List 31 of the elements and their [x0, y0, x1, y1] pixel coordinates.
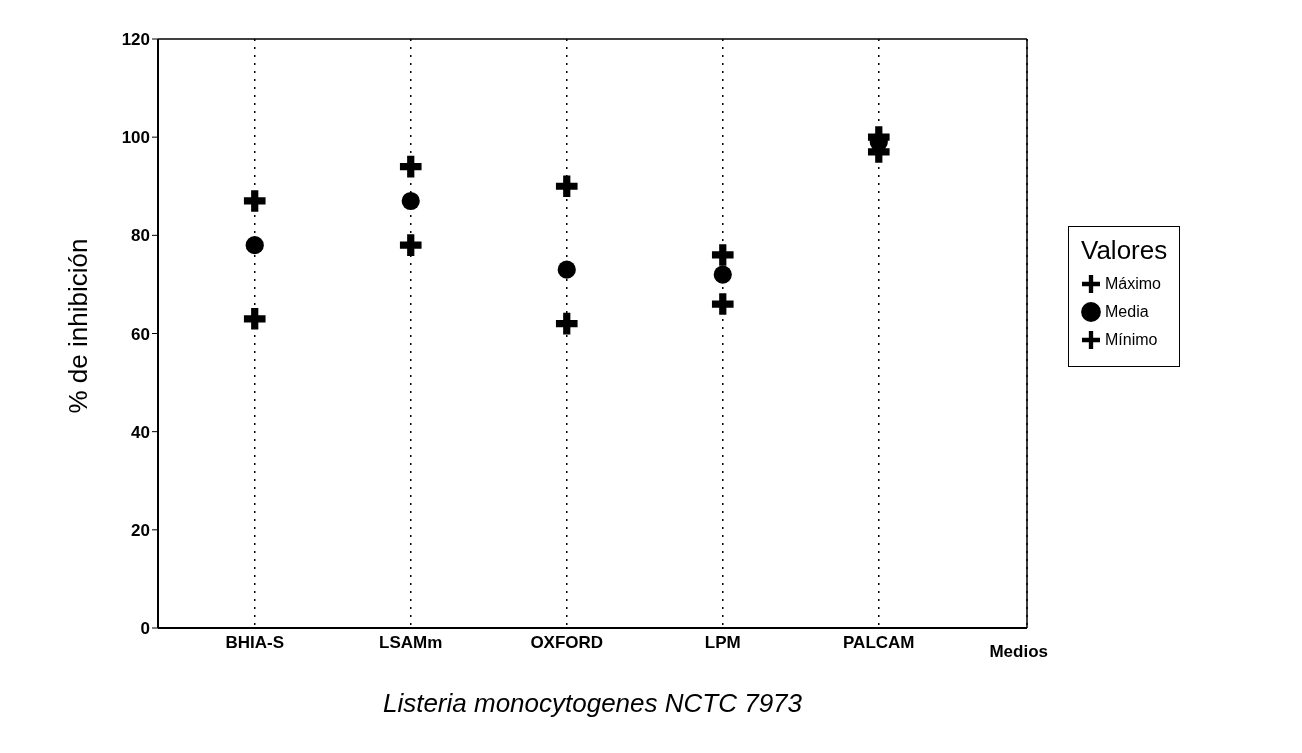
- x-axis-title: Listeria monocytogenes NCTC 7973: [382, 688, 803, 719]
- y-tick-label: 0: [140, 619, 150, 639]
- point: [555, 175, 578, 198]
- y-axis-title: % de inhibición: [63, 238, 94, 414]
- y-tick-label: 100: [121, 128, 150, 148]
- point: [399, 234, 422, 256]
- y-tick-label: 20: [131, 520, 150, 540]
- text: Medios: [989, 642, 1048, 662]
- y-tick-label: 60: [131, 324, 150, 344]
- point: [713, 265, 732, 284]
- legend-label: Máximo: [1105, 275, 1162, 293]
- point: [243, 307, 266, 330]
- x-tick-label: OXFORD: [530, 633, 604, 653]
- x-tick-label: LSAMm: [379, 633, 443, 653]
- point: [711, 293, 734, 315]
- point: [555, 312, 578, 335]
- x-tick-label: LPM: [704, 633, 741, 653]
- y-tick-label: 80: [131, 226, 150, 246]
- legend-label: Media: [1105, 303, 1149, 321]
- x-tick-label: BHIA-S: [225, 633, 285, 653]
- legend-title: Valores: [1081, 235, 1168, 266]
- legend-label: Mínimo: [1105, 331, 1158, 349]
- point: [401, 191, 420, 211]
- point: [399, 155, 422, 178]
- x-tick-label: PALCAM: [843, 633, 915, 653]
- point: [243, 190, 266, 212]
- point: [245, 236, 264, 255]
- y-tick-label: 40: [131, 422, 150, 442]
- y-tick-label: 120: [121, 30, 150, 50]
- point: [711, 244, 734, 266]
- point: [557, 260, 576, 279]
